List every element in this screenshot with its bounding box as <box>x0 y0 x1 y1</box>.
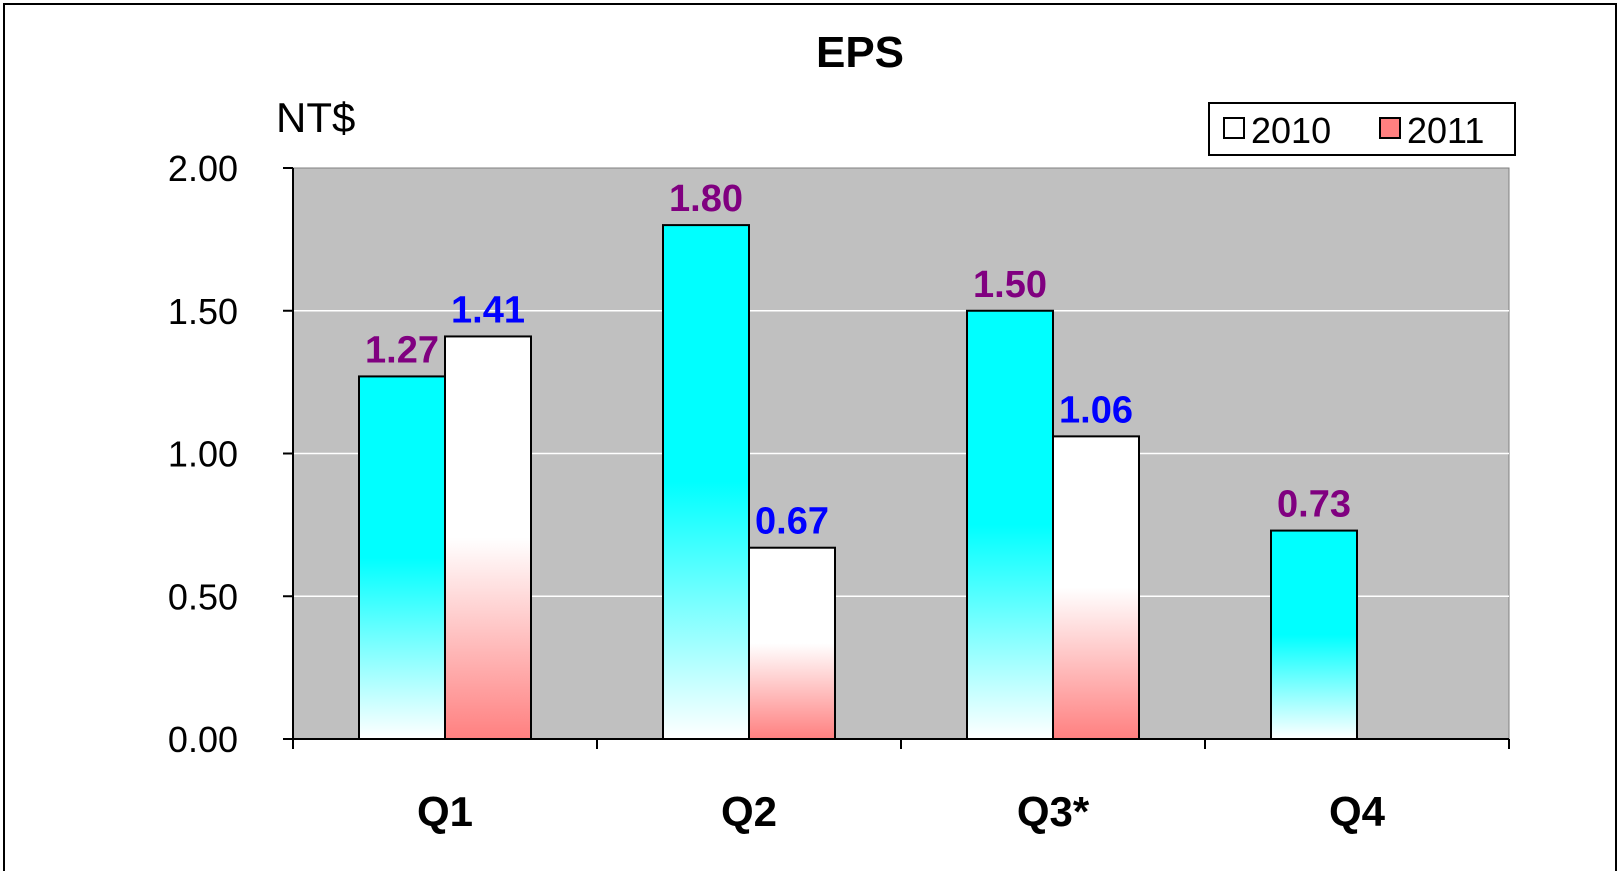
x-tick-label: Q3* <box>1017 788 1090 835</box>
bar-2011-Q1 <box>444 335 532 740</box>
data-label-2011-Q2: 0.67 <box>755 501 829 543</box>
data-labels: 1.27 1.41 1.80 0.67 1.50 1.06 0.73 <box>365 178 1351 543</box>
y-tick-label: 1.50 <box>168 291 238 332</box>
x-tick-label: Q2 <box>721 788 777 835</box>
y-tick-label: 0.00 <box>168 719 238 760</box>
y-tick-label: 1.00 <box>168 434 238 475</box>
legend: 2010 2011 <box>1208 102 1516 156</box>
data-label-2011-Q3*: 1.06 <box>1059 389 1133 431</box>
bar-2010-Q4 <box>1270 529 1358 741</box>
legend-box <box>1208 102 1516 156</box>
y-tick-label: 2.00 <box>168 148 238 189</box>
data-label-2010-Q1: 1.27 <box>365 329 439 371</box>
data-label-2010-Q3*: 1.50 <box>973 264 1047 306</box>
bar-2011-Q2 <box>748 546 836 741</box>
bar-2011-Q3* <box>1052 435 1140 740</box>
x-tick-labels: Q1 Q2 Q3* Q4 <box>292 739 1510 835</box>
y-tick-label: 0.50 <box>168 576 238 617</box>
x-tick-label: Q4 <box>1329 788 1386 835</box>
data-label-2010-Q4: 0.73 <box>1277 484 1351 526</box>
y-tick-labels: 0.00 0.50 1.00 1.50 2.00 <box>168 148 293 760</box>
legend-swatch-2011 <box>1379 117 1401 139</box>
y-axis-label: NT$ <box>276 94 355 141</box>
bar-2010-Q1 <box>358 375 446 740</box>
data-label-2011-Q1: 1.41 <box>451 289 525 331</box>
data-label-2010-Q2: 1.80 <box>669 178 743 220</box>
legend-label-2011: 2011 <box>1407 110 1484 151</box>
bar-2010-Q2 <box>662 224 750 741</box>
legend-label-2010: 2010 <box>1251 110 1331 151</box>
chart-title: EPS <box>816 28 904 77</box>
bars <box>358 224 1358 741</box>
legend-swatch-2010 <box>1223 117 1245 139</box>
x-tick-label: Q1 <box>417 788 473 835</box>
bar-2010-Q3* <box>966 309 1054 740</box>
